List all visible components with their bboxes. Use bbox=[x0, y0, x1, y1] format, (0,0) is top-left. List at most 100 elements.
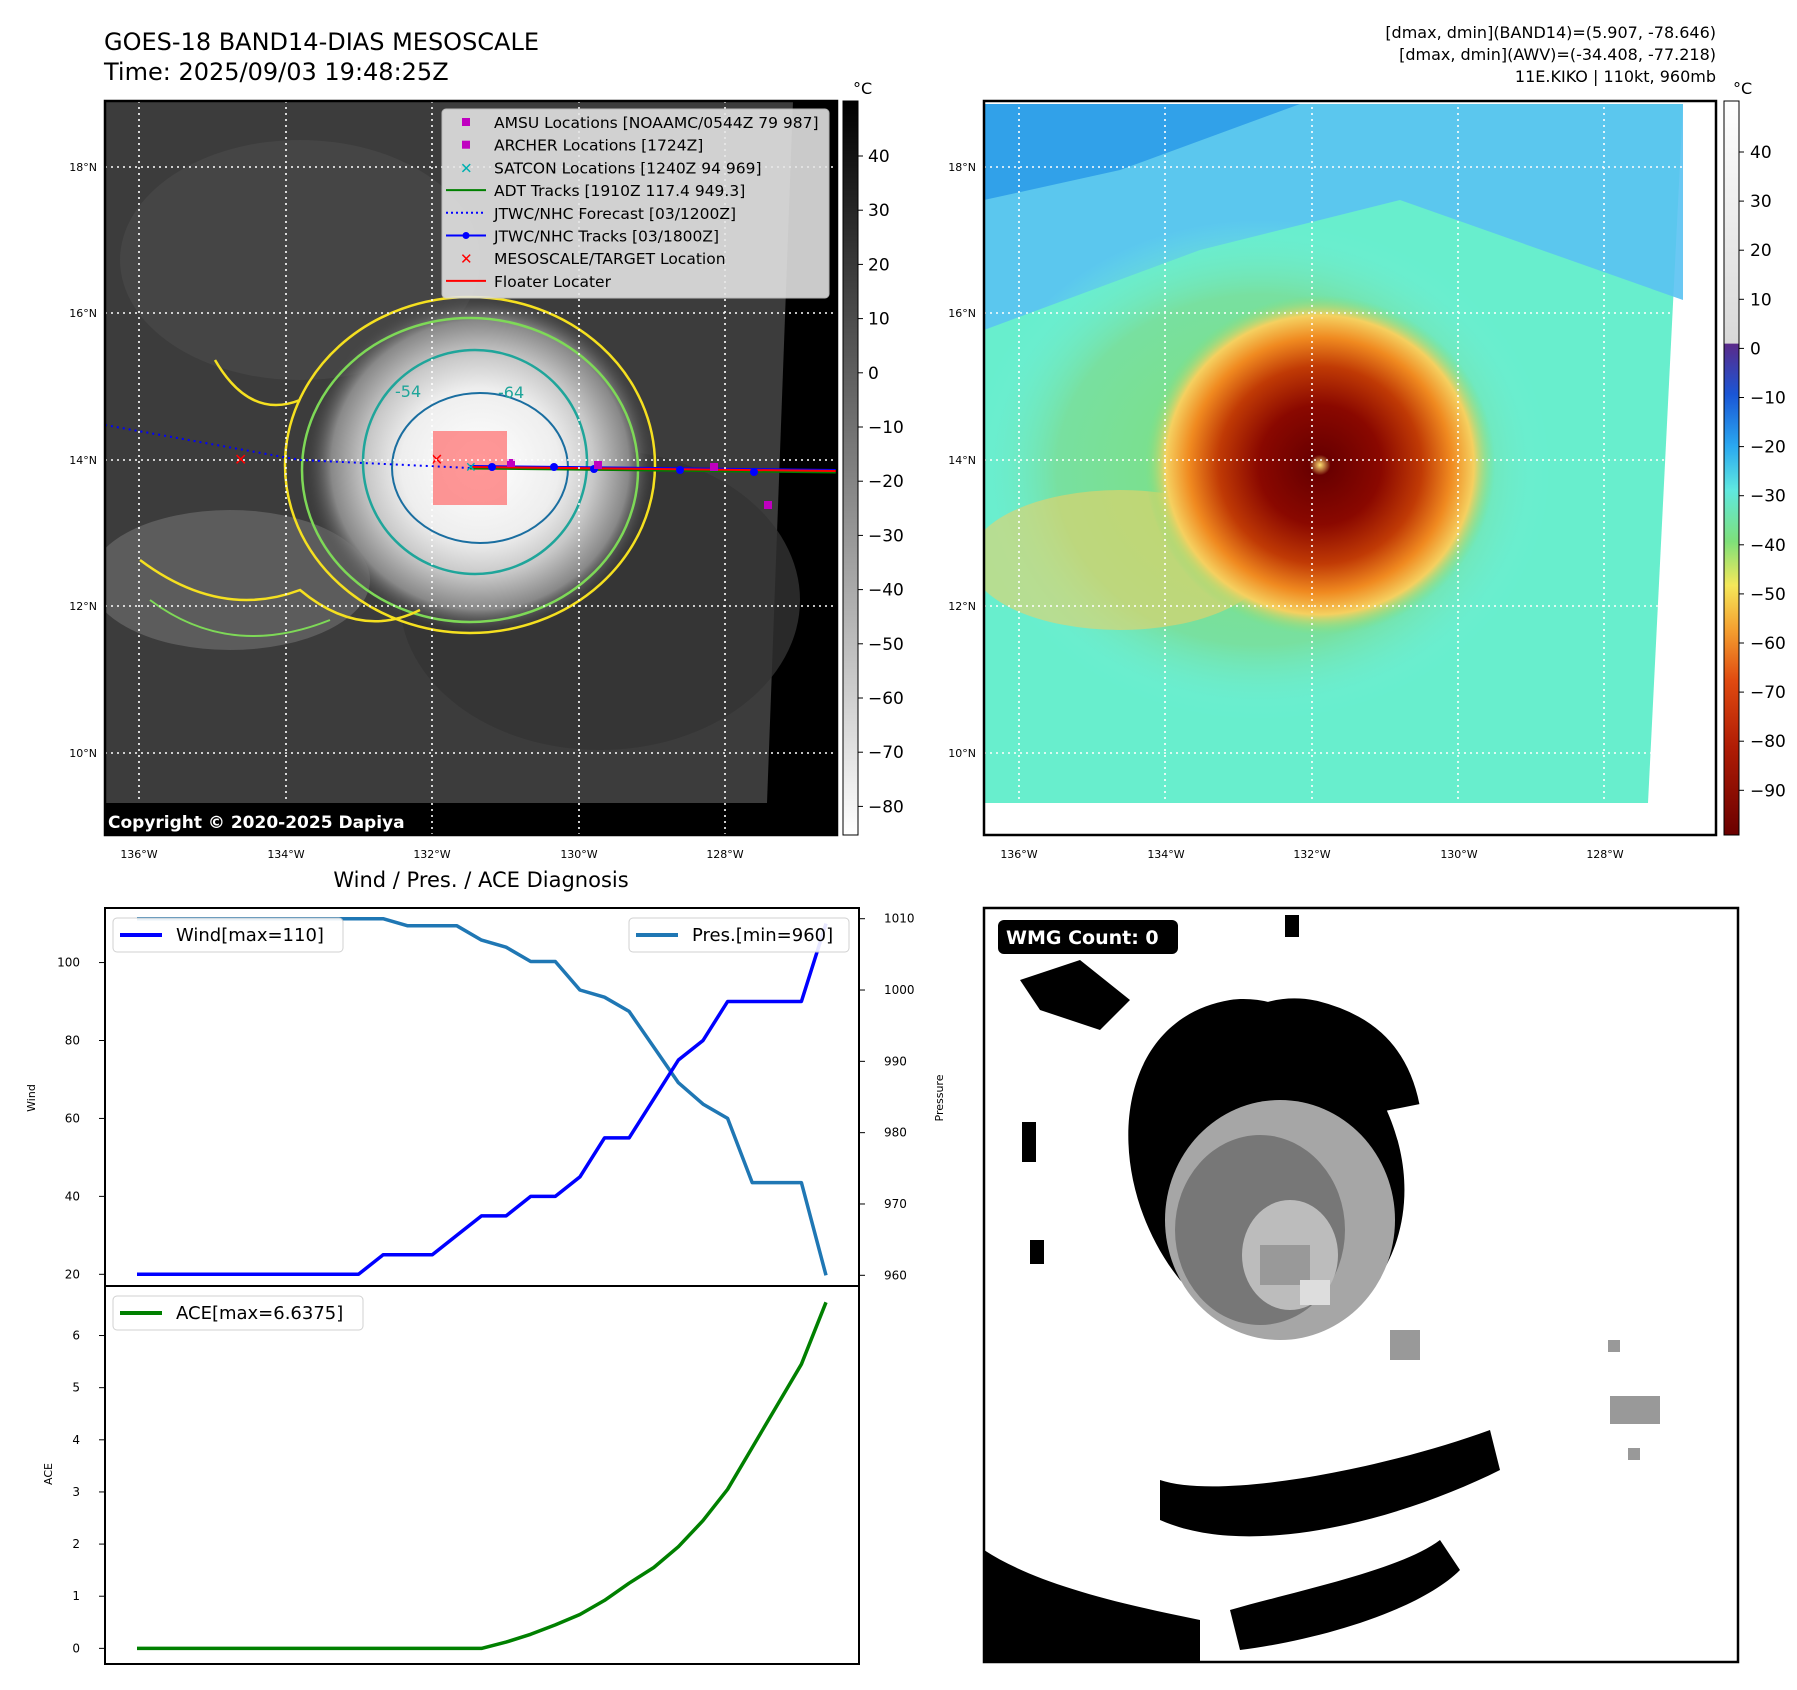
avw-map-panel bbox=[982, 99, 1718, 837]
avw-colorbar-tick: −70 bbox=[1750, 683, 1786, 703]
lat-tick-label: 10°N bbox=[948, 747, 976, 760]
lat-tick-label: 12°N bbox=[69, 600, 97, 613]
stats-line3: 11E.KIKO | 110kt, 960mb bbox=[1515, 67, 1716, 86]
ace-tick-label: 0 bbox=[72, 1641, 80, 1655]
legend-entry: ✕ MESOSCALE/TARGET Location bbox=[460, 250, 726, 268]
avw-colorbar-tick: 0 bbox=[1750, 339, 1761, 359]
lon-tick-label: 134°W bbox=[1147, 848, 1184, 861]
stats-line1: [dmax, dmin](BAND14)=(5.907, -78.646) bbox=[1385, 23, 1716, 42]
ace-tick-label: 5 bbox=[72, 1381, 80, 1395]
legend-label: JTWC/NHC Tracks [03/1800Z] bbox=[493, 228, 719, 246]
ace-tick-label: 6 bbox=[72, 1329, 80, 1343]
svg-text:✕: ✕ bbox=[465, 460, 477, 476]
pres-legend: Pres.[min=960] bbox=[628, 917, 850, 953]
avw-colorbar-tick: 20 bbox=[1750, 241, 1772, 261]
lon-tick-label: 128°W bbox=[706, 848, 743, 861]
wind-ylabel: Wind bbox=[25, 1084, 38, 1112]
avw-colorbar-tick: 30 bbox=[1750, 192, 1772, 212]
contour-label-64: -64 bbox=[498, 383, 524, 402]
ir-colorbar-tick: 40 bbox=[868, 147, 890, 167]
ir-colorbar-tick: −10 bbox=[868, 418, 904, 438]
lon-tick-label: 132°W bbox=[413, 848, 450, 861]
lat-tick-label: 18°N bbox=[948, 161, 976, 174]
title-line1: GOES-18 BAND14-DIAS MESOSCALE bbox=[104, 28, 539, 56]
forecast-track-line bbox=[105, 424, 471, 469]
legend-label: Floater Locater bbox=[494, 273, 612, 291]
lon-tick-label: 136°W bbox=[120, 848, 157, 861]
ace-tick-label: 1 bbox=[72, 1589, 80, 1603]
ir-map-panel: -54 -64 ✕ ✕ ✕ bbox=[103, 99, 839, 837]
avw-colorbar-tick: −60 bbox=[1750, 634, 1786, 654]
legend-label: JTWC/NHC Forecast [03/1200Z] bbox=[493, 205, 736, 223]
ir-colorbar-tick: −20 bbox=[868, 472, 904, 492]
ir-colorbar-tick: −50 bbox=[868, 635, 904, 655]
wind-tick-label: 40 bbox=[65, 1189, 80, 1203]
lon-tick-label: 128°W bbox=[1586, 848, 1623, 861]
ir-colorbar-tick: 0 bbox=[868, 364, 879, 384]
pres-legend-label: Pres.[min=960] bbox=[692, 925, 833, 946]
legend-entry: JTWC/NHC Tracks [03/1800Z] bbox=[446, 228, 719, 246]
lon-tick-label: 134°W bbox=[267, 848, 304, 861]
wmg-count-label: WMG Count: 0 bbox=[1006, 927, 1159, 949]
ir-colorbar-tick: 10 bbox=[868, 310, 890, 330]
storm-moisture-core bbox=[1145, 295, 1495, 635]
avw-colorbar: °C 40 30 20 10 0 −10 −20 −30 −40 −50 −60 −70 −80 −90 bbox=[1723, 79, 1786, 836]
wmg-image bbox=[984, 915, 1660, 1662]
lon-tick-label: 130°W bbox=[1440, 848, 1477, 861]
legend-label: AMSU Locations [NOAAMC/0544Z 79 987] bbox=[494, 114, 819, 132]
legend-entry: ✕ SATCON Locations [1240Z 94 969] bbox=[460, 159, 762, 177]
wind-tick-label: 100 bbox=[57, 956, 80, 970]
avw-colorbar-tick: −30 bbox=[1750, 487, 1786, 507]
legend-entry: ARCHER Locations [1724Z] bbox=[462, 137, 703, 155]
legend-label: MESOSCALE/TARGET Location bbox=[494, 250, 726, 268]
ir-gridlines bbox=[105, 101, 837, 835]
pres-tick-label: 970 bbox=[884, 1197, 907, 1211]
legend-marker: ✕ bbox=[460, 250, 473, 268]
lon-tick-label: 136°W bbox=[1000, 848, 1037, 861]
ir-colorbar-tick: −40 bbox=[868, 581, 904, 601]
wind-tick-label: 20 bbox=[65, 1267, 80, 1281]
lat-tick-label: 14°N bbox=[69, 454, 97, 467]
legend-entry: Floater Locater bbox=[446, 273, 612, 291]
ace-legend: ACE[max=6.6375] bbox=[112, 1295, 364, 1331]
svg-text:✕: ✕ bbox=[234, 450, 247, 469]
avw-colorbar-tick: −10 bbox=[1750, 389, 1786, 409]
lat-tick-label: 18°N bbox=[69, 161, 97, 174]
legend-label: ADT Tracks [1910Z 117.4 949.3] bbox=[494, 182, 745, 200]
ir-colorbar-tick: 20 bbox=[868, 255, 890, 275]
wmg-count-badge bbox=[998, 920, 1178, 954]
legend-label: SATCON Locations [1240Z 94 969] bbox=[494, 159, 762, 177]
avw-colorbar-tick: −20 bbox=[1750, 438, 1786, 458]
avw-colorbar-unit: °C bbox=[1733, 79, 1752, 98]
legend-entry: AMSU Locations [NOAAMC/0544Z 79 987] bbox=[462, 114, 819, 132]
lat-tick-label: 12°N bbox=[948, 600, 976, 613]
legend-marker: ✕ bbox=[460, 159, 473, 177]
legend-marker bbox=[462, 140, 470, 149]
stats-line2: [dmax, dmin](AWV)=(-34.408, -77.218) bbox=[1399, 45, 1716, 64]
diagnosis-chart bbox=[104, 907, 860, 1665]
pres-ylabel: Pressure bbox=[933, 1074, 946, 1121]
ir-colorbar-tick: −60 bbox=[868, 689, 904, 709]
wmg-panel: WMG Count: 0 bbox=[982, 906, 1740, 1664]
pres-tick-label: 990 bbox=[884, 1054, 907, 1068]
contour-teal bbox=[361, 348, 589, 576]
pres-tick-label: 960 bbox=[884, 1268, 907, 1282]
ir-colorbar-tick: −70 bbox=[868, 743, 904, 763]
ir-colorbar-unit: °C bbox=[853, 79, 872, 98]
avw-colorbar-tick: 10 bbox=[1750, 290, 1772, 310]
lat-tick-label: 10°N bbox=[69, 747, 97, 760]
wind-tick-label: 80 bbox=[65, 1033, 80, 1047]
ace-legend-label: ACE[max=6.6375] bbox=[176, 1303, 343, 1324]
pres-tick-label: 980 bbox=[884, 1126, 907, 1140]
lat-tick-label: 14°N bbox=[948, 454, 976, 467]
lat-tick-label: 16°N bbox=[948, 307, 976, 320]
copyright-text: Copyright © 2020-2025 Dapiya bbox=[108, 813, 405, 833]
lon-tick-label: 132°W bbox=[1293, 848, 1330, 861]
lat-tick-label: 16°N bbox=[69, 307, 97, 320]
ace-series-line bbox=[137, 1301, 828, 1651]
avw-colorbar-tick: −80 bbox=[1750, 732, 1786, 752]
lon-tick-label: 130°W bbox=[560, 848, 597, 861]
ace-tick-label: 2 bbox=[72, 1537, 80, 1551]
ace-tick-label: 3 bbox=[72, 1485, 80, 1499]
